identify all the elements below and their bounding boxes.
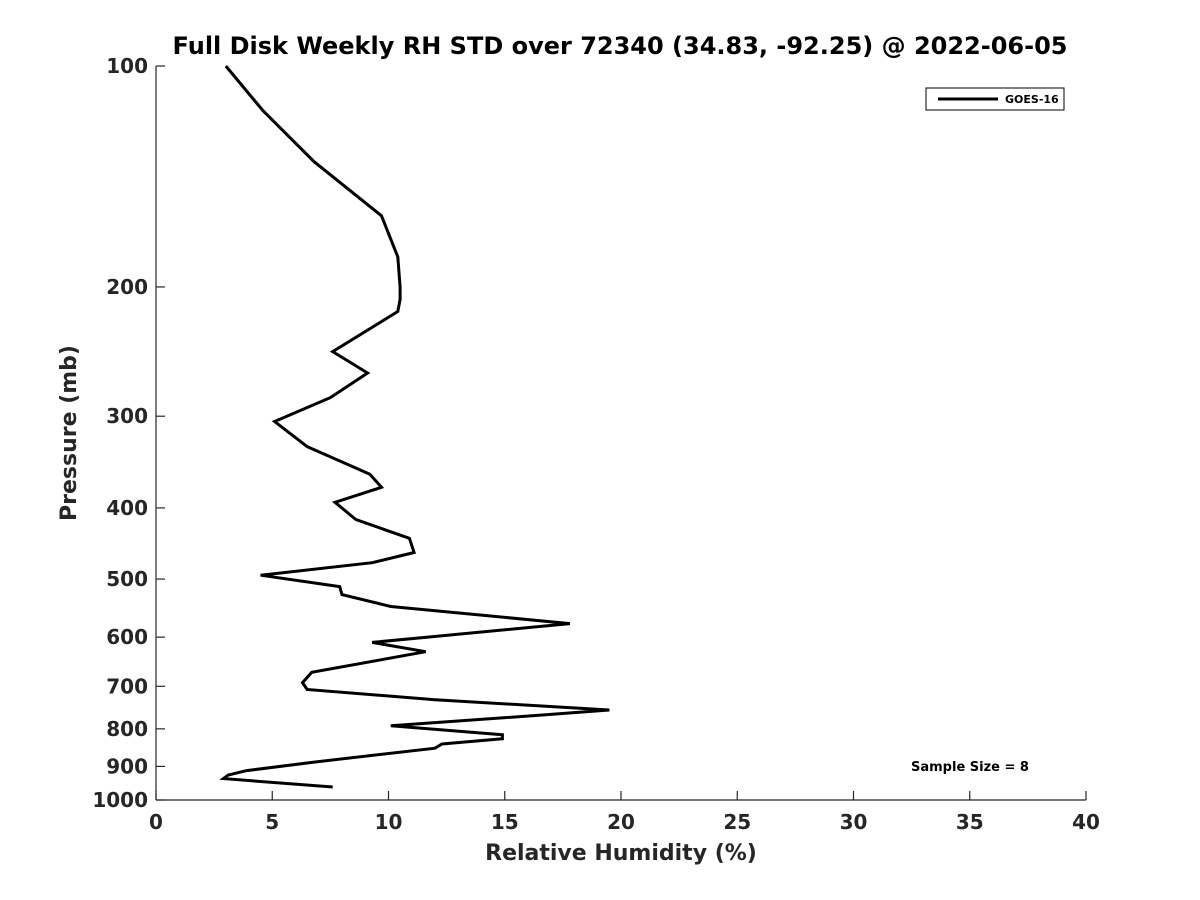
series-layer bbox=[219, 65, 610, 789]
y-tick-label: 600 bbox=[106, 625, 148, 649]
x-tick-label: 15 bbox=[491, 810, 519, 834]
y-tick-label: 100 bbox=[106, 54, 148, 78]
y-axis-ticks: 100 200 300 400 500 600 700 800 900 1000 bbox=[92, 54, 165, 812]
y-axis-label: Pressure (mb) bbox=[57, 345, 82, 521]
y-tick-label: 300 bbox=[106, 404, 148, 428]
x-tick-label: 20 bbox=[607, 810, 635, 834]
series-line-goes-16 bbox=[219, 65, 610, 789]
y-tick-label: 800 bbox=[106, 717, 148, 741]
x-tick-label: 5 bbox=[265, 810, 279, 834]
legend: GOES-16 bbox=[925, 87, 1065, 111]
x-tick-label: 10 bbox=[375, 810, 403, 834]
x-axis-ticks: 0 5 10 15 20 25 30 35 40 bbox=[149, 791, 1100, 834]
x-axis-label: Relative Humidity (%) bbox=[485, 841, 757, 866]
x-tick-label: 0 bbox=[149, 810, 163, 834]
chart-title: Full Disk Weekly RH STD over 72340 (34.8… bbox=[173, 32, 1068, 60]
x-tick-label: 25 bbox=[723, 810, 751, 834]
y-tick-label: 700 bbox=[106, 674, 148, 698]
x-tick-label: 35 bbox=[956, 810, 984, 834]
legend-label-goes-16: GOES-16 bbox=[1005, 93, 1059, 106]
y-tick-label: 900 bbox=[106, 754, 148, 778]
y-tick-label: 1000 bbox=[92, 788, 148, 812]
y-tick-label: 500 bbox=[106, 567, 148, 591]
x-tick-label: 40 bbox=[1072, 810, 1100, 834]
x-tick-label: 30 bbox=[840, 810, 868, 834]
axes-frame bbox=[155, 66, 1086, 801]
sample-size-annotation: Sample Size = 8 bbox=[911, 760, 1029, 775]
y-tick-label: 200 bbox=[106, 275, 148, 299]
y-tick-label: 400 bbox=[106, 496, 148, 520]
